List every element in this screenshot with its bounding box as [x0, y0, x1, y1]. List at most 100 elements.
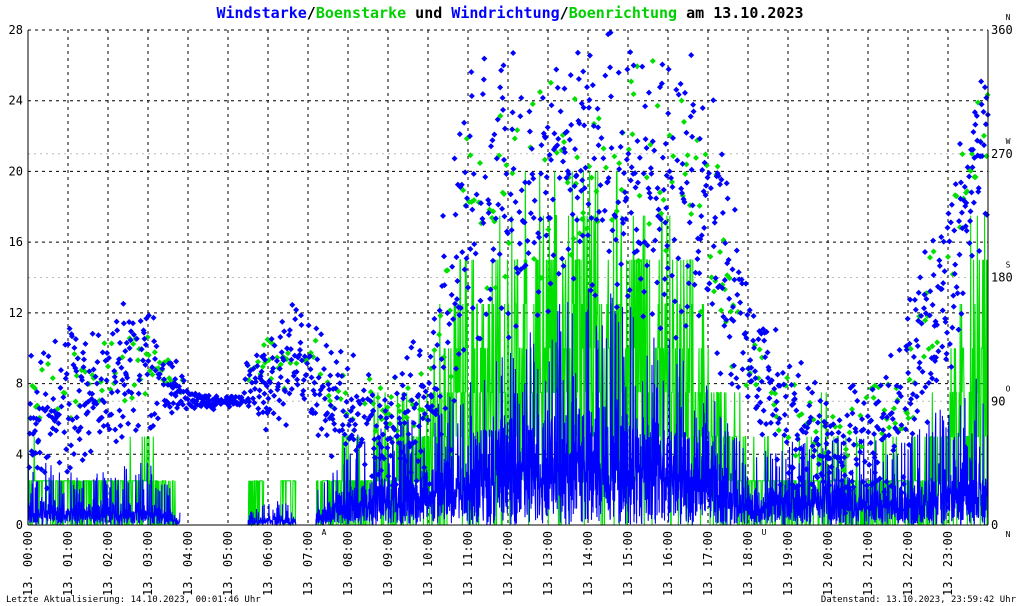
- dir-point-windrichtung-1206: [844, 412, 851, 419]
- dir-point-windrichtung-809: [574, 194, 581, 201]
- dir-point-windrichtung-674: [473, 191, 480, 198]
- dir-point-windrichtung-781: [554, 84, 561, 91]
- dir-point-boenrichtung-335: [934, 339, 941, 346]
- x-tick-14: 13. 14:00: [581, 531, 595, 596]
- dir-point-windrichtung-244: [184, 396, 191, 403]
- dir-point-windrichtung-47: [56, 411, 63, 418]
- dir-point-windrichtung-2: [27, 400, 34, 407]
- dir-point-boenrichtung-290: [829, 413, 836, 420]
- dir-point-windrichtung-332: [245, 402, 252, 409]
- dir-point-boenrichtung-242: [711, 288, 717, 295]
- dir-point-windrichtung-1015: [717, 370, 724, 377]
- y-left-tick-1: 4: [16, 447, 23, 461]
- dir-point-windrichtung-881: [625, 150, 632, 157]
- dir-point-windrichtung-1006: [712, 214, 719, 221]
- dir-point-windrichtung-386: [277, 374, 284, 381]
- dir-point-windrichtung-220: [169, 363, 176, 370]
- dir-point-windrichtung-643: [452, 211, 459, 218]
- dir-point-windrichtung-840: [595, 124, 602, 131]
- dir-point-windrichtung-366: [265, 395, 272, 402]
- dir-point-windrichtung-1309: [914, 343, 921, 350]
- dir-point-windrichtung-1040: [733, 375, 740, 382]
- dir-point-windrichtung-477: [337, 348, 344, 355]
- dir-point-windrichtung-459: [326, 386, 333, 393]
- dir-point-windrichtung-1240: [868, 417, 875, 424]
- dir-point-windrichtung-348: [256, 393, 263, 400]
- dir-point-windrichtung-912: [646, 189, 653, 196]
- dir-point-boenrichtung-221: [660, 196, 667, 203]
- dir-point-windrichtung-1182: [826, 455, 833, 462]
- dir-point-windrichtung-1143: [802, 429, 809, 436]
- dir-point-windrichtung-682: [480, 76, 487, 83]
- dir-point-boenrichtung-191: [580, 209, 587, 216]
- dir-point-windrichtung-482: [341, 431, 348, 438]
- dir-point-windrichtung-743: [526, 108, 533, 115]
- dir-point-boenrichtung-120: [395, 402, 402, 409]
- dir-point-windrichtung-1193: [835, 429, 842, 436]
- dir-point-windrichtung-1051: [740, 349, 747, 356]
- dir-point-windrichtung-644: [453, 365, 459, 372]
- dir-point-windrichtung-1205: [842, 484, 849, 491]
- footer-last-update: Letzte Aktualisierung: 14.10.2023, 00:01…: [6, 595, 261, 605]
- dir-point-windrichtung-1113: [781, 411, 788, 418]
- dir-point-windrichtung-1243: [870, 449, 877, 456]
- dir-point-windrichtung-419: [298, 357, 305, 364]
- dir-point-windrichtung-1004: [710, 243, 717, 250]
- dir-point-windrichtung-1327: [926, 312, 933, 319]
- dir-point-windrichtung-1223: [854, 397, 861, 404]
- dir-point-windrichtung-470: [332, 426, 339, 433]
- dir-point-windrichtung-713: [504, 230, 511, 237]
- dir-point-windrichtung-486: [344, 365, 351, 372]
- dir-point-windrichtung-1136: [797, 445, 804, 452]
- dir-point-windrichtung-391: [280, 357, 287, 364]
- dir-point-windrichtung-681: [480, 219, 487, 226]
- dir-point-windrichtung-1017: [718, 151, 725, 158]
- dir-point-boenrichtung-159: [492, 284, 499, 291]
- dir-point-boenrichtung-349: [972, 174, 979, 181]
- dir-point-windrichtung-1140: [799, 455, 806, 462]
- dir-point-windrichtung-1287: [900, 480, 907, 487]
- dir-point-windrichtung-757: [537, 170, 544, 177]
- dir-point-windrichtung-1261: [881, 488, 888, 495]
- dir-point-windrichtung-975: [689, 202, 696, 209]
- dir-point-windrichtung-16: [35, 437, 42, 444]
- dir-point-windrichtung-378: [273, 357, 280, 364]
- dir-point-windrichtung-740: [524, 237, 531, 244]
- dir-point-windrichtung-1307: [913, 393, 920, 400]
- dir-point-windrichtung-1216: [850, 484, 857, 491]
- dir-point-windrichtung-417: [297, 312, 304, 319]
- dir-point-windrichtung-9: [32, 428, 39, 435]
- compass-label-1: O: [1006, 384, 1011, 393]
- dir-point-windrichtung-123: [102, 357, 109, 364]
- dir-point-windrichtung-1044: [735, 269, 742, 276]
- dir-point-windrichtung-357: [261, 352, 267, 359]
- dir-point-windrichtung-1367: [950, 292, 957, 299]
- dir-point-boenrichtung-298: [849, 406, 855, 413]
- dir-point-windrichtung-751: [531, 197, 538, 204]
- dir-point-windrichtung-983: [695, 312, 702, 319]
- y-right-tick-1: 90: [991, 394, 1005, 408]
- dir-point-windrichtung-866: [616, 166, 623, 173]
- dir-point-windrichtung-75: [73, 414, 80, 421]
- dir-point-boenrichtung-228: [681, 118, 687, 125]
- dir-point-windrichtung-346: [255, 405, 262, 412]
- dir-point-boenrichtung-215: [646, 220, 653, 227]
- dir-point-windrichtung-233: [176, 383, 183, 390]
- dir-point-windrichtung-964: [682, 322, 689, 329]
- dir-point-windrichtung-955: [675, 91, 682, 98]
- dir-point-boenrichtung-254: [727, 308, 734, 315]
- dir-point-windrichtung-166: [128, 328, 135, 335]
- dir-point-windrichtung-50: [57, 367, 64, 374]
- dir-point-windrichtung-1163: [815, 461, 822, 468]
- dir-point-windrichtung-1242: [869, 386, 876, 393]
- dir-point-windrichtung-985: [696, 135, 703, 142]
- dir-point-windrichtung-1236: [865, 504, 872, 511]
- dir-point-windrichtung-132: [108, 389, 115, 396]
- dir-point-windrichtung-508: [358, 436, 365, 443]
- dir-point-windrichtung-500: [353, 447, 360, 454]
- dir-point-windrichtung-726: [514, 269, 521, 276]
- dir-point-windrichtung-897: [636, 154, 643, 161]
- dir-point-windrichtung-339: [250, 365, 257, 372]
- dir-point-windrichtung-278: [205, 392, 212, 399]
- dir-point-windrichtung-473: [333, 394, 340, 401]
